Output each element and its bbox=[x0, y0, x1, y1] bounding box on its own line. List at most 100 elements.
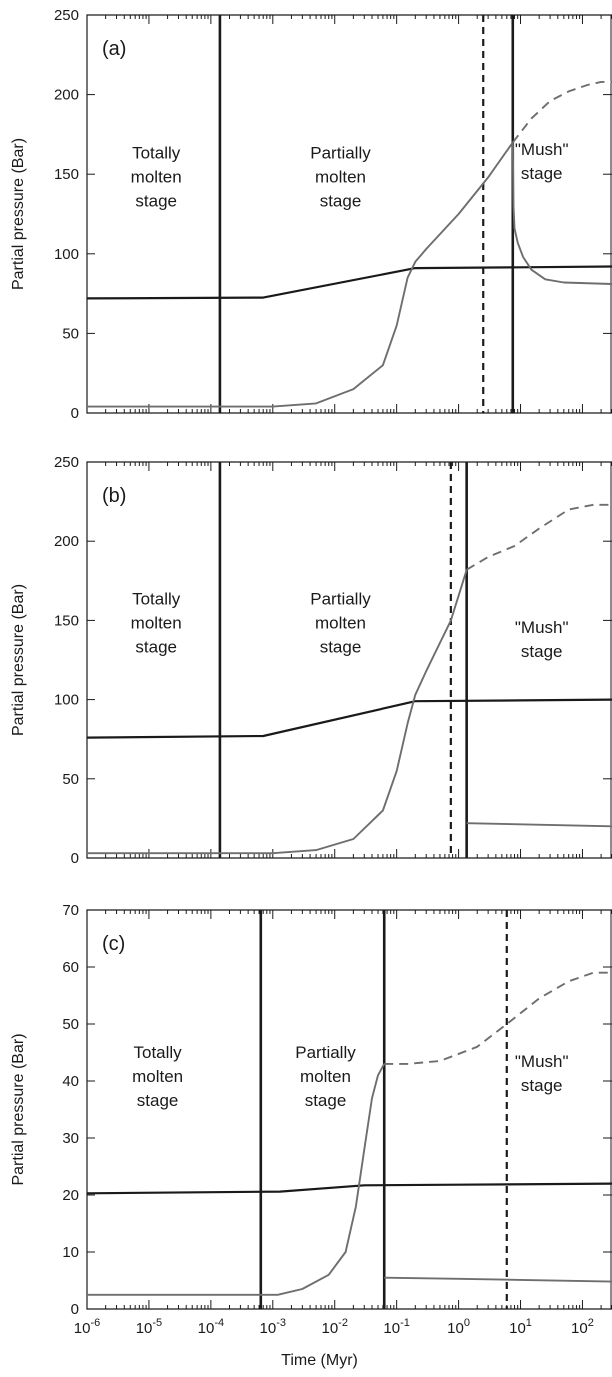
x-tick-label-exponent: -5 bbox=[152, 1317, 162, 1329]
series-line-3 bbox=[384, 971, 612, 1065]
y-tick-label: 30 bbox=[62, 1130, 79, 1147]
stage-label-line: stage bbox=[135, 191, 177, 210]
stage-label-line: Partially bbox=[295, 1043, 356, 1062]
y-axis-title: Partial pressure (Bar) bbox=[10, 138, 27, 290]
stage-label-line: Totally bbox=[134, 1043, 183, 1062]
stage-label-line: molten bbox=[300, 1067, 351, 1086]
x-tick-label-base: 10 bbox=[136, 1320, 153, 1337]
y-tick-label: 50 bbox=[62, 771, 79, 788]
stage-label-line: Totally bbox=[132, 143, 181, 162]
stage-label-line: "Mush" bbox=[515, 1052, 569, 1071]
y-tick-label: 100 bbox=[54, 692, 79, 709]
stage-label-line: stage bbox=[320, 638, 362, 657]
x-tick-label-base: 10 bbox=[74, 1320, 91, 1337]
y-tick-label: 40 bbox=[62, 1073, 79, 1090]
x-tick-label-exponent: -1 bbox=[400, 1317, 410, 1329]
x-tick-label-base: 10 bbox=[260, 1320, 277, 1337]
y-tick-label: 0 bbox=[71, 405, 79, 422]
stage-label: "Mush" stage bbox=[515, 140, 569, 183]
stage-label: Totally molten stage bbox=[131, 590, 182, 657]
y-tick-label: 10 bbox=[62, 1244, 79, 1261]
series-line-4 bbox=[511, 142, 612, 285]
x-tick-label-base: 10 bbox=[509, 1320, 526, 1337]
x-tick-label: 10-2 bbox=[321, 1317, 347, 1337]
y-tick-label: 70 bbox=[62, 902, 79, 919]
stage-label-line: stage bbox=[521, 164, 563, 183]
x-tick-label: 102 bbox=[571, 1317, 594, 1337]
stage-label-line: molten bbox=[131, 614, 182, 633]
axes-frame bbox=[86, 461, 612, 859]
stage-label-line: molten bbox=[315, 167, 366, 186]
series-line-2 bbox=[87, 569, 468, 855]
x-tick-label-base: 10 bbox=[198, 1320, 215, 1337]
series-line-1 bbox=[86, 698, 612, 739]
stage-label-line: molten bbox=[132, 1067, 183, 1086]
x-tick-label-exponent: -3 bbox=[276, 1317, 286, 1329]
panel-1: 0 50 100 150 200 250 Partial pressure (Bar) (a)… bbox=[10, 7, 612, 422]
x-tick-label-exponent: -2 bbox=[338, 1317, 348, 1329]
stage-label-line: Totally bbox=[132, 590, 181, 609]
y-tick-label: 50 bbox=[62, 325, 79, 342]
stage-label: Totally molten stage bbox=[131, 143, 182, 210]
y-tick-label: 60 bbox=[62, 959, 79, 976]
x-tick-label: 10-6 bbox=[74, 1317, 100, 1337]
x-tick-label-exponent: -6 bbox=[90, 1317, 100, 1329]
series-line-3 bbox=[512, 80, 612, 143]
axes-frame bbox=[86, 909, 612, 1310]
y-tick-label: 100 bbox=[54, 246, 79, 263]
x-tick-label-exponent: 1 bbox=[526, 1317, 532, 1329]
stage-label-line: stage bbox=[521, 1076, 563, 1095]
x-tick-label: 10-3 bbox=[260, 1317, 286, 1337]
series-line-4 bbox=[384, 1276, 612, 1283]
y-tick-label: 150 bbox=[54, 166, 79, 183]
x-axis-title: Time (Myr) bbox=[281, 1352, 358, 1369]
x-tick-label-base: 10 bbox=[571, 1320, 588, 1337]
x-tick-label-exponent: -4 bbox=[214, 1317, 224, 1329]
y-tick-label: 20 bbox=[62, 1187, 79, 1204]
x-tick-label-exponent: 0 bbox=[464, 1317, 470, 1329]
stage-label-line: molten bbox=[315, 614, 366, 633]
stage-label: "Mush" stage bbox=[515, 618, 569, 661]
y-axis-title: Partial pressure (Bar) bbox=[10, 584, 27, 736]
y-tick-label: 250 bbox=[54, 454, 79, 471]
panel-tag: (b) bbox=[102, 485, 126, 507]
y-tick-label: 50 bbox=[62, 1016, 79, 1033]
stage-label-line: stage bbox=[137, 1091, 179, 1110]
y-tick-label: 200 bbox=[54, 533, 79, 550]
x-tick-label-base: 10 bbox=[321, 1320, 338, 1337]
stage-label-line: "Mush" bbox=[515, 140, 569, 159]
x-tick-label: 10-4 bbox=[198, 1317, 224, 1337]
stage-label: Partially molten stage bbox=[295, 1043, 356, 1110]
stage-label-line: Partially bbox=[310, 143, 371, 162]
stage-label-line: stage bbox=[521, 642, 563, 661]
x-tick-label: 100 bbox=[447, 1317, 470, 1337]
series-line-1 bbox=[86, 1182, 612, 1195]
series-line-3 bbox=[466, 503, 612, 571]
x-tick-label-base: 10 bbox=[447, 1320, 464, 1337]
stage-label-line: molten bbox=[131, 167, 182, 186]
y-tick-label: 250 bbox=[54, 7, 79, 24]
stage-label-line: Partially bbox=[310, 590, 371, 609]
series-line-2 bbox=[87, 141, 514, 408]
y-tick-label: 0 bbox=[71, 1301, 79, 1318]
stage-label: Partially molten stage bbox=[310, 590, 371, 657]
y-tick-label: 0 bbox=[71, 850, 79, 867]
y-axis-title: Partial pressure (Bar) bbox=[10, 1033, 27, 1185]
axes-frame bbox=[86, 14, 612, 414]
x-tick-label: 10-1 bbox=[383, 1317, 409, 1337]
panel-2: 0 50 100 150 200 250 Partial pressure (Bar) (b)… bbox=[10, 454, 612, 867]
y-tick-label: 200 bbox=[54, 87, 79, 104]
y-tick-label: 150 bbox=[54, 612, 79, 629]
stage-label-line: "Mush" bbox=[515, 618, 569, 637]
x-tick-label: 10-5 bbox=[136, 1317, 162, 1337]
series-line-1 bbox=[86, 265, 612, 300]
stage-label-line: stage bbox=[305, 1091, 347, 1110]
x-tick-label-base: 10 bbox=[383, 1320, 400, 1337]
stage-label: Partially molten stage bbox=[310, 143, 371, 210]
x-tick-label: 101 bbox=[509, 1317, 532, 1337]
stage-label-line: stage bbox=[135, 638, 177, 657]
stage-label: "Mush" stage bbox=[515, 1052, 569, 1095]
